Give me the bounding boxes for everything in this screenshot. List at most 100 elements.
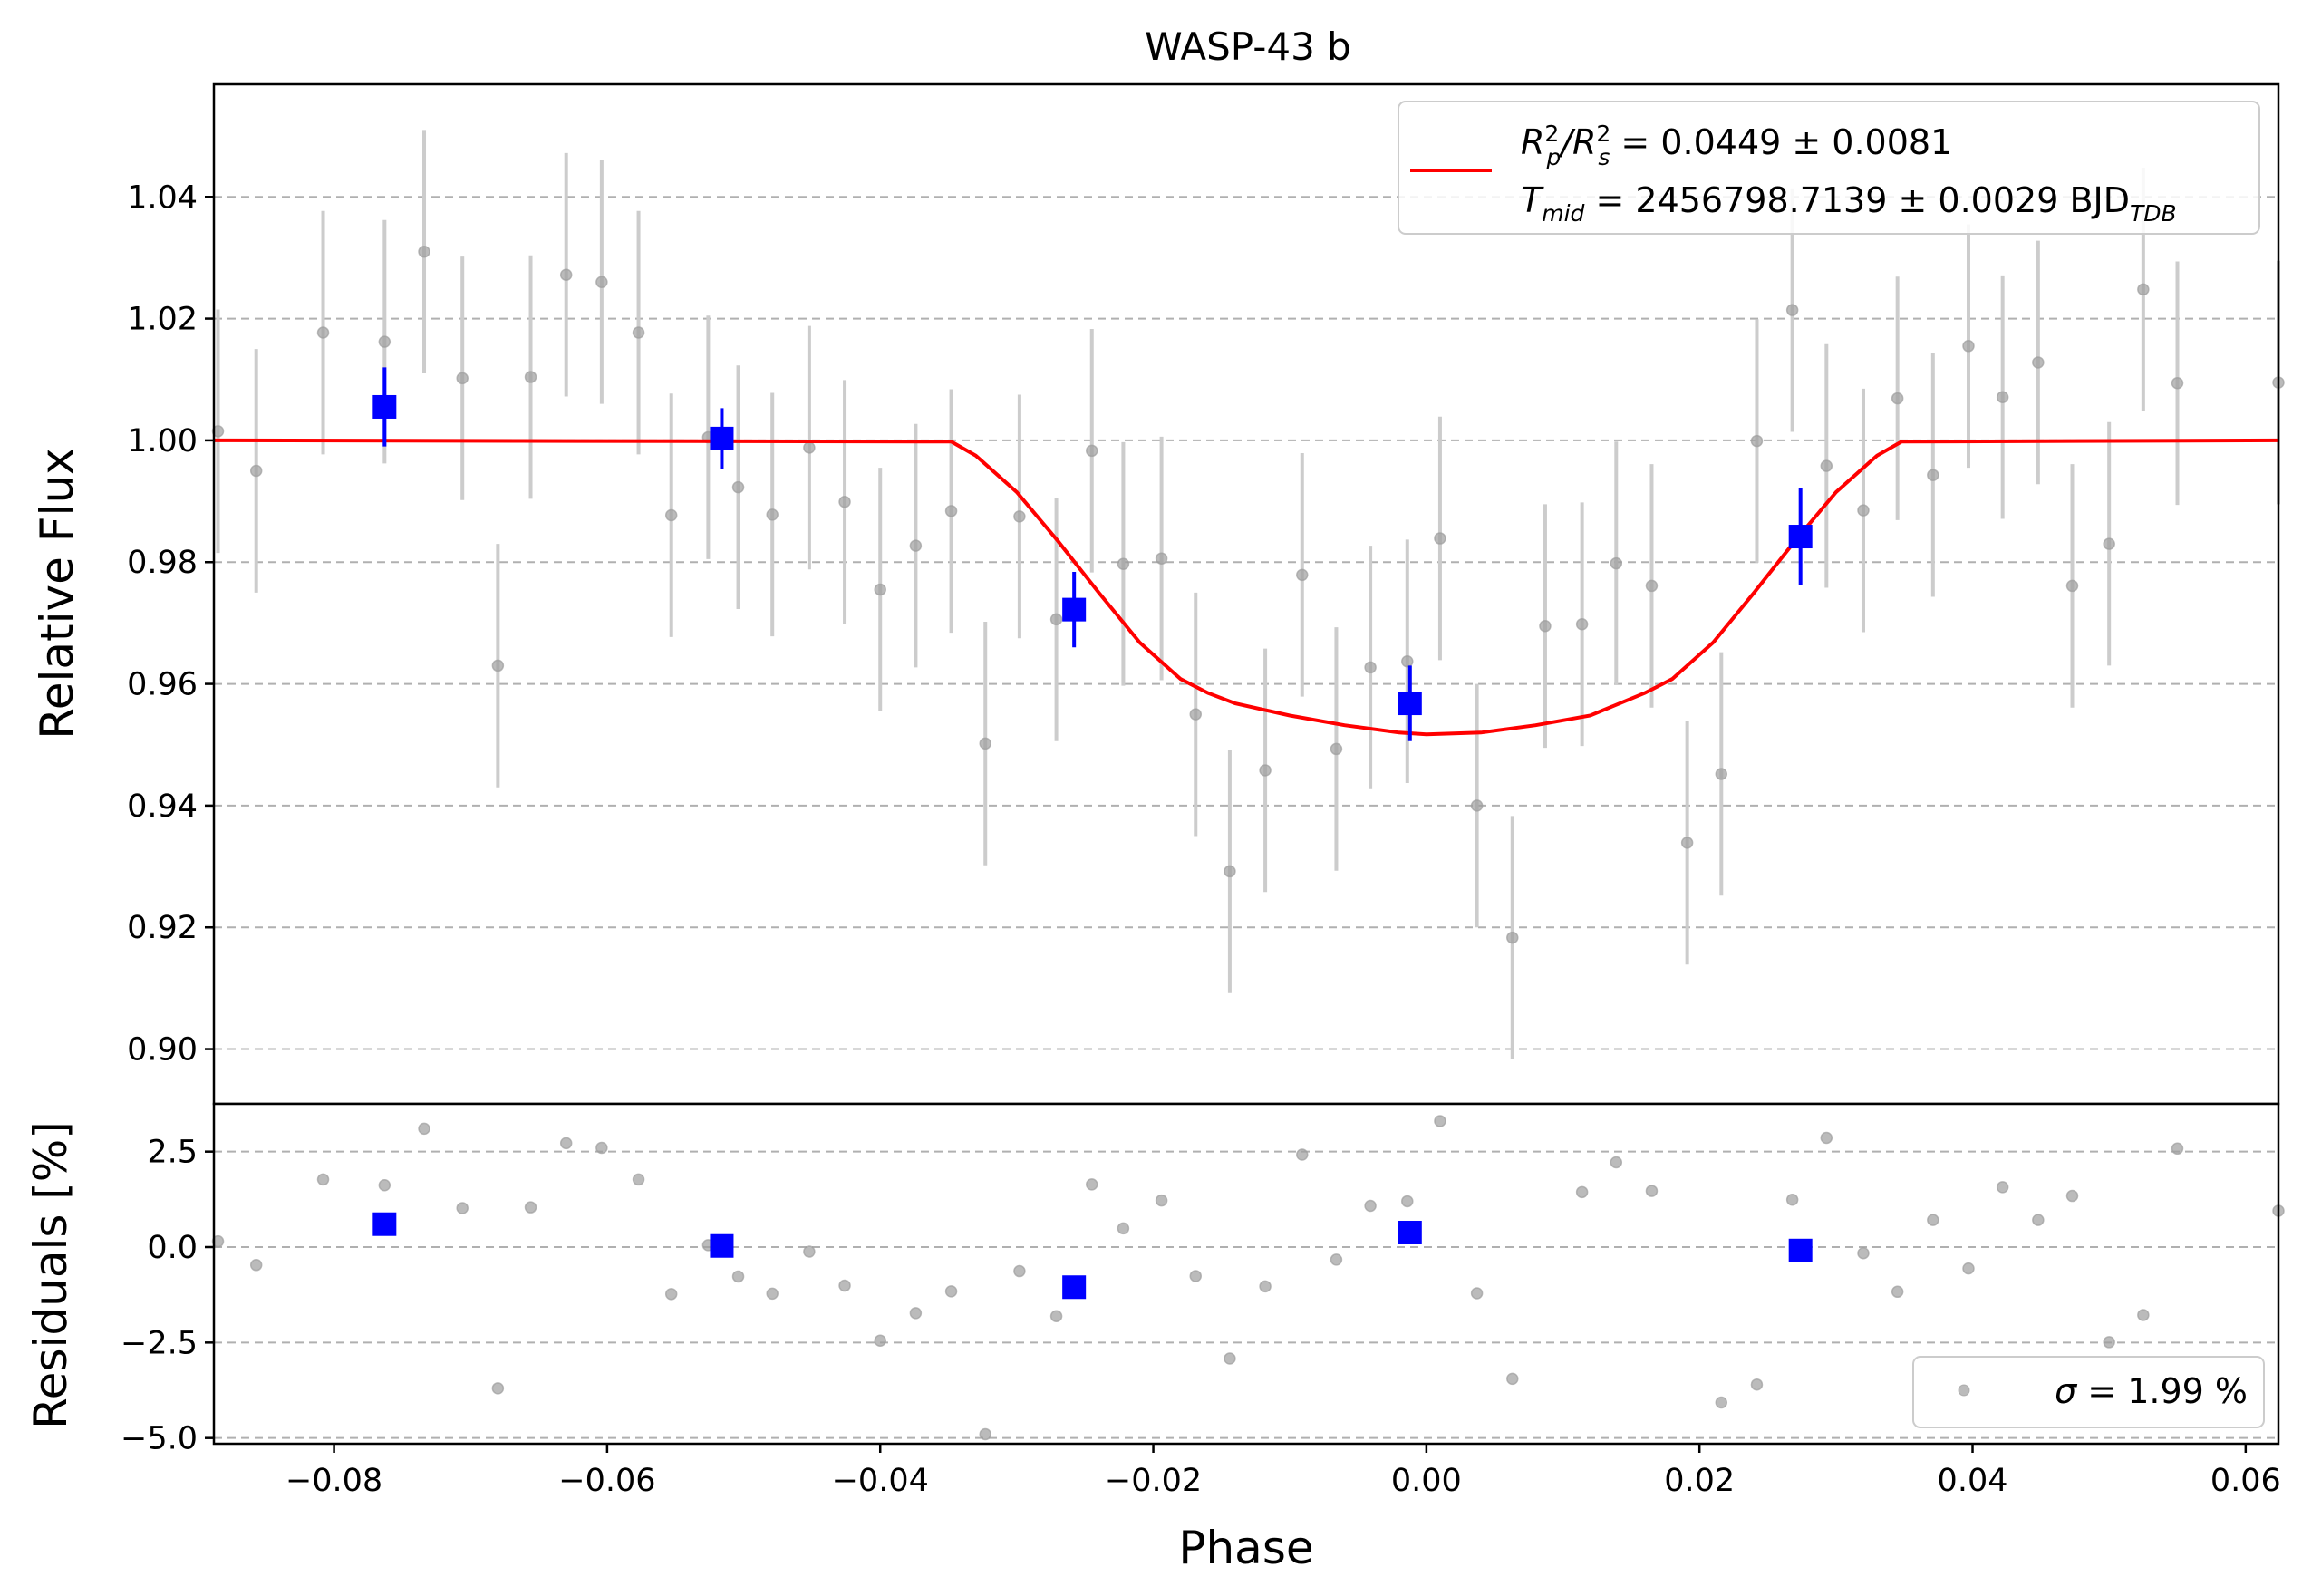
data-point [1715,768,1728,780]
data-point [944,505,958,517]
residual-point [1330,1253,1343,1266]
main-data-points [211,245,2285,944]
data-point [874,583,886,596]
main-panel: 0.90 0.92 0.94 0.96 0.98 1.00 1.02 1.04 R2 p/R2 s… [31,82,2285,1106]
residual-point [491,1382,505,1395]
residual-y-tick-label: −5.0 [121,1421,198,1457]
data-point [909,539,923,552]
residual-point [316,1173,330,1186]
main-binned-points [372,367,1813,741]
data-point [1401,654,1414,668]
residual-point [2032,1214,2045,1226]
main-y-tick-label: 1.04 [127,179,198,216]
data-point [1962,340,1975,353]
residual-point [211,1234,225,1248]
data-point [838,495,851,508]
residual-binned-point [372,1212,397,1236]
main-y-tick-label: 0.92 [127,910,198,946]
data-point [1296,568,1309,582]
residual-point [1364,1199,1377,1213]
residual-point [524,1201,537,1214]
data-point [316,326,330,339]
residual-binned-point [1788,1238,1813,1262]
residual-point [418,1122,430,1136]
residual-y-tick-label: −2.5 [121,1325,198,1361]
residual-point [632,1173,645,1186]
residual-point [1715,1396,1728,1409]
residual-point [1785,1194,1799,1206]
main-y-tick-label: 0.96 [127,667,198,703]
residual-point [1645,1185,1659,1197]
legend-sigma-label: σ = 1.99 % [2055,1371,2248,1411]
x-tick-label: −0.04 [832,1463,929,1499]
data-point [979,737,991,750]
residual-point [1086,1178,1098,1191]
main-y-tick-label: 0.94 [127,788,198,825]
data-point [1645,579,1659,593]
data-point [491,659,505,672]
residual-point [1506,1372,1519,1386]
residual-point [1575,1185,1589,1199]
legend-rp-rs-label: R2 p/R2 s = 0.0449 ± 0.0081 [1521,121,1952,170]
residual-point [2103,1336,2115,1349]
residual-legend: σ = 1.99 % [1912,1356,2265,1428]
residual-binned-point [710,1233,734,1258]
residual-point [249,1259,263,1272]
residual-point [378,1178,392,1192]
residual-data-points [211,1115,2285,1441]
residual-point [595,1141,608,1155]
residual-y-ticks: −5.0 −2.5 0.0 2.5 [121,1135,214,1457]
residual-gridlines [214,1150,2278,1439]
main-y-tick-label: 0.98 [127,545,198,581]
residual-point [1259,1280,1272,1293]
data-point [731,480,745,494]
data-point [2065,579,2079,593]
residual-binned-points [372,1212,1813,1300]
residual-point [2065,1189,2079,1203]
data-point [418,245,430,258]
transit-model-line [213,438,2279,737]
residual-binned-point [1398,1220,1422,1244]
residual-point [456,1202,469,1214]
data-point [1996,391,2009,403]
x-tick-label: 0.00 [1391,1463,1462,1499]
data-point [524,371,537,383]
residual-point [1434,1115,1446,1127]
x-tick-label: −0.02 [1105,1463,1202,1499]
residual-point [1049,1310,1063,1323]
data-point [1013,510,1026,523]
data-point [766,508,779,521]
data-point [1610,556,1623,570]
residual-point [2137,1309,2150,1321]
data-point [1857,504,1870,517]
x-tick-label: 0.06 [2210,1463,2281,1499]
data-point [1927,469,1939,481]
residual-point [1820,1131,1833,1145]
data-point [1680,837,1694,849]
data-point [1575,617,1589,631]
legend-tmid-label: Tmid = 2456798.7139 ± 0.0029 BJDTDB [1521,180,2177,227]
main-legend-box [1398,101,2260,235]
residual-y-axis-label: Residuals [%] [24,1121,77,1429]
residual-y-tick-label: 0.0 [147,1230,198,1266]
data-point [1117,557,1130,571]
data-point [1785,304,1799,316]
x-tick-label: 0.04 [1938,1463,2008,1499]
data-point [456,372,469,385]
data-point [249,464,263,478]
data-point [1224,865,1236,878]
residual-point [731,1270,745,1283]
data-point [632,326,645,339]
data-point [1434,532,1446,545]
residual-point [1401,1195,1414,1208]
data-point [1820,459,1833,472]
residual-point [874,1334,886,1347]
data-point [1330,742,1343,756]
binned-point [1398,692,1422,716]
main-y-axis-label: Relative Flux [31,448,83,739]
x-tick-label: 0.02 [1664,1463,1735,1499]
residual-point [766,1287,779,1301]
residual-point [1996,1181,2009,1194]
residual-legend-box [1912,1356,2265,1428]
